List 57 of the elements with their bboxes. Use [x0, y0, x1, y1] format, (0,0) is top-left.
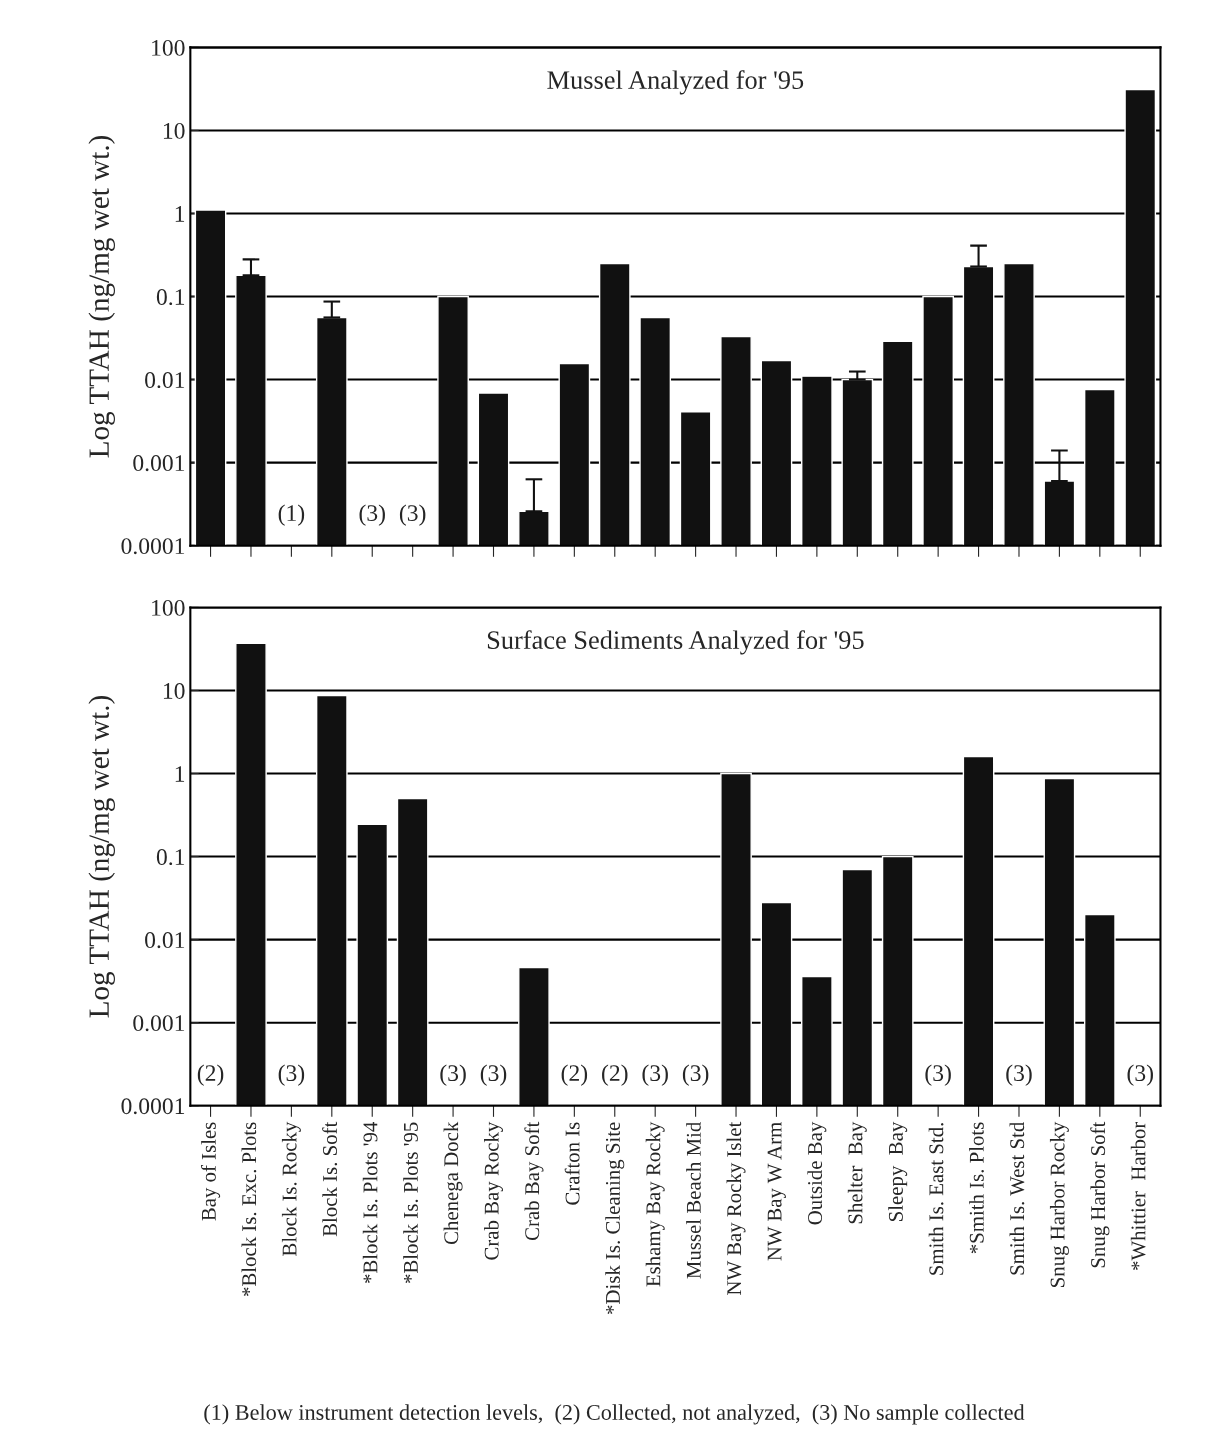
y-tick-label: 100 — [152, 599, 185, 616]
text: (2) — [561, 1064, 588, 1086]
x-tick-label: Snug Harbor Soft — [1090, 1121, 1110, 1268]
x-tick-label: Smith Is. West Std — [1009, 1121, 1025, 1275]
x-tick-label: Block Is. Rocky — [281, 1121, 301, 1256]
x-tick-label: Shelter Bay — [847, 1121, 867, 1224]
x-tick-label: *Smith Is. Plots — [969, 1122, 984, 1254]
y-axis-title: Log TTAH (ng/mg wet wt.) — [88, 696, 115, 1018]
x-tick-label: Block Is. Soft — [322, 1121, 338, 1237]
text: (2) — [602, 1064, 628, 1086]
text: (1) Below instrument detection levels, (2) Collected, not analyzed, (3) No sample collected — [204, 1404, 1025, 1425]
text: (2) — [197, 1064, 224, 1086]
x-tick-label: Crafton Is — [564, 1122, 580, 1205]
x-tick-label: Outside Bay — [807, 1121, 827, 1225]
text: (3) — [359, 504, 385, 526]
y-tick-label: 0.001 — [133, 455, 185, 472]
x-tick-label: Smith Is. East Std. — [928, 1123, 944, 1275]
y-tick-label: 0.0001 — [121, 1098, 185, 1115]
text: (3) — [642, 1064, 668, 1086]
x-tick-label: Mussel Beach Mid — [686, 1121, 701, 1279]
x-tick-label: *Block Is. Plots '95 — [403, 1122, 418, 1284]
text: (3) — [1127, 1064, 1153, 1086]
x-tick-label: *Whittier Harbor — [1130, 1121, 1146, 1270]
y-tick-label: 0.0001 — [121, 538, 185, 555]
x-tick-label: Bay of Isles — [200, 1122, 221, 1221]
y-tick-label: 0.01 — [145, 372, 185, 389]
x-tick-label: *Block Is. Exc. Plots — [241, 1122, 257, 1297]
x-tick-label: NW Bay Rocky Islet — [726, 1121, 746, 1295]
text: (3) — [278, 1064, 305, 1086]
text: (3) — [925, 1064, 951, 1086]
y-tick-label: 0.1 — [156, 289, 185, 306]
x-tick-label: Crab Bay Rocky — [484, 1121, 503, 1260]
y-tick-label: 1 — [175, 206, 185, 222]
y-tick-label: 1 — [175, 766, 185, 782]
x-tick-label: Eshamy Bay Rocky — [645, 1121, 665, 1287]
x-tick-label: *Disk Is. Cleaning Site — [605, 1122, 625, 1314]
y-tick-label: 0.01 — [145, 932, 185, 949]
y-tick-label: 100 — [152, 39, 185, 56]
y-tick-label: 0.1 — [156, 849, 185, 866]
x-tick-label: Sleepy Bay — [888, 1121, 908, 1221]
text: Mussel Analyzed for '95 — [547, 70, 804, 95]
text: (3) — [440, 1064, 466, 1086]
y-tick-label: 0.001 — [133, 1015, 185, 1032]
y-tick-label: 10 — [163, 122, 185, 139]
text: Surface Sediments Analyzed for '95 — [487, 630, 864, 655]
text: (3) — [480, 1064, 507, 1086]
x-tick-label: Crab Bay Soft — [524, 1121, 544, 1241]
text: (3) — [1006, 1064, 1032, 1086]
text: (1) — [278, 504, 305, 526]
x-tick-label: NW Bay W Arm — [767, 1122, 786, 1261]
x-tick-label: *Block Is. Plots '94 — [362, 1122, 378, 1284]
y-axis-title: Log TTAH (ng/mg wet wt.) — [88, 136, 115, 458]
text: (3) — [682, 1064, 709, 1086]
text: (3) — [399, 504, 426, 526]
x-tick-label: Chenega Dock — [443, 1121, 463, 1245]
x-tick-label: Snug Harbor Rocky — [1049, 1121, 1069, 1287]
y-tick-label: 10 — [163, 682, 185, 699]
